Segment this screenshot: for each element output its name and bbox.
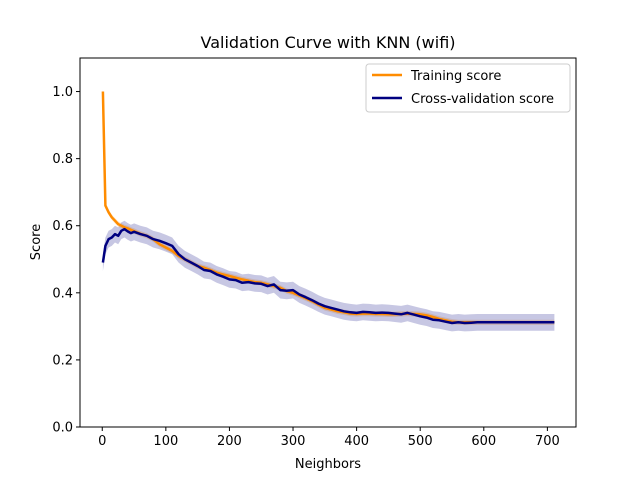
chart-title: Validation Curve with KNN (wifi) <box>200 33 455 52</box>
x-tick-label: 300 <box>281 434 306 449</box>
legend: Training score Cross-validation score <box>365 63 571 113</box>
y-tick-label: 0.0 <box>52 421 73 436</box>
legend-label-cross-validation: Cross-validation score <box>411 92 554 107</box>
x-axis-label: Neighbors <box>295 457 361 472</box>
y-tick-label: 0.2 <box>52 353 73 368</box>
x-tick-label: 100 <box>153 434 178 449</box>
y-tick-label: 0.4 <box>52 286 73 301</box>
legend-box <box>365 63 571 113</box>
y-axis-ticks: 0.0 0.2 0.4 0.6 0.8 1.0 <box>52 85 80 436</box>
x-tick-label: 200 <box>217 434 242 449</box>
x-tick-label: 0 <box>98 434 106 449</box>
x-tick-label: 400 <box>344 434 369 449</box>
y-tick-label: 0.6 <box>52 219 73 234</box>
x-tick-label: 500 <box>408 434 433 449</box>
plot-frame <box>79 57 577 428</box>
y-tick-label: 1.0 <box>52 85 73 100</box>
y-tick-label: 0.8 <box>52 152 73 167</box>
line-cross-validation <box>101 227 555 325</box>
x-axis-ticks: 0 100 200 300 400 500 600 700 <box>98 427 560 449</box>
legend-label-training: Training score <box>410 69 501 84</box>
x-tick-label: 700 <box>535 434 560 449</box>
series-lines <box>101 91 555 325</box>
y-axis-label: Score <box>29 224 44 260</box>
x-tick-label: 600 <box>471 434 496 449</box>
